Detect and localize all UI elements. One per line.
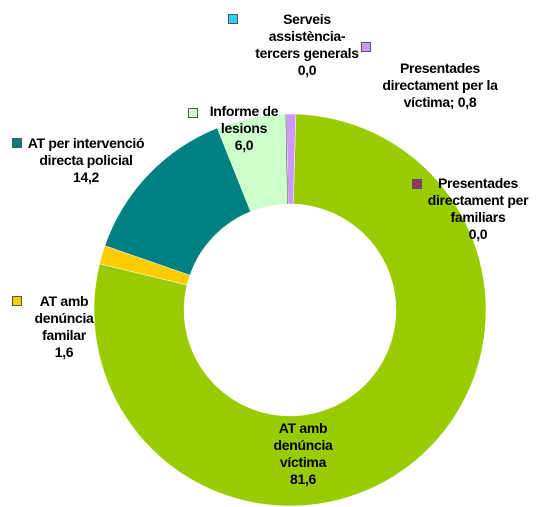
slice-label: Informe de lesions 6,0: [200, 103, 288, 154]
donut-slice: [93, 113, 487, 507]
legend-marker: [361, 42, 371, 52]
value-label: 81,6: [289, 471, 317, 487]
category-label: Presentades directament per la víctima;: [382, 60, 498, 110]
category-label: AT per intervenció directa policial: [27, 135, 145, 168]
slice-label: Presentades directament per la víctima; …: [372, 60, 508, 111]
value-label: 14,2: [72, 169, 100, 185]
legend-marker: [412, 179, 422, 189]
legend-marker: [12, 138, 22, 148]
value-label: 6,0: [234, 137, 254, 153]
value-label: 0,0: [468, 226, 488, 242]
category-label: Serveis assistència-tercers generals: [255, 11, 359, 61]
donut-slice: [286, 113, 297, 205]
slice-label: Presentades directament per familiars 0,0: [422, 175, 534, 243]
legend-marker: [12, 296, 22, 306]
slice-label: AT per intervenció directa policial 14,2: [22, 135, 150, 186]
slice-label: AT amb denúncia familar 1,6: [24, 293, 104, 361]
slice-label: Serveis assistència-tercers generals 0,0: [252, 11, 362, 79]
value-label: 1,6: [54, 344, 74, 360]
value-label: 0,8: [457, 94, 477, 110]
legend-marker: [228, 14, 238, 24]
legend-marker: [188, 108, 198, 118]
slice-label: AT amb denúncia víctima 81,6: [258, 420, 348, 488]
value-label: 0,0: [297, 62, 317, 78]
category-label: AT amb denúncia víctima: [273, 420, 333, 470]
category-label: Presentades directament per familiars: [427, 175, 529, 225]
category-label: Informe de lesions: [209, 103, 279, 136]
category-label: AT amb denúncia familar: [34, 293, 94, 343]
